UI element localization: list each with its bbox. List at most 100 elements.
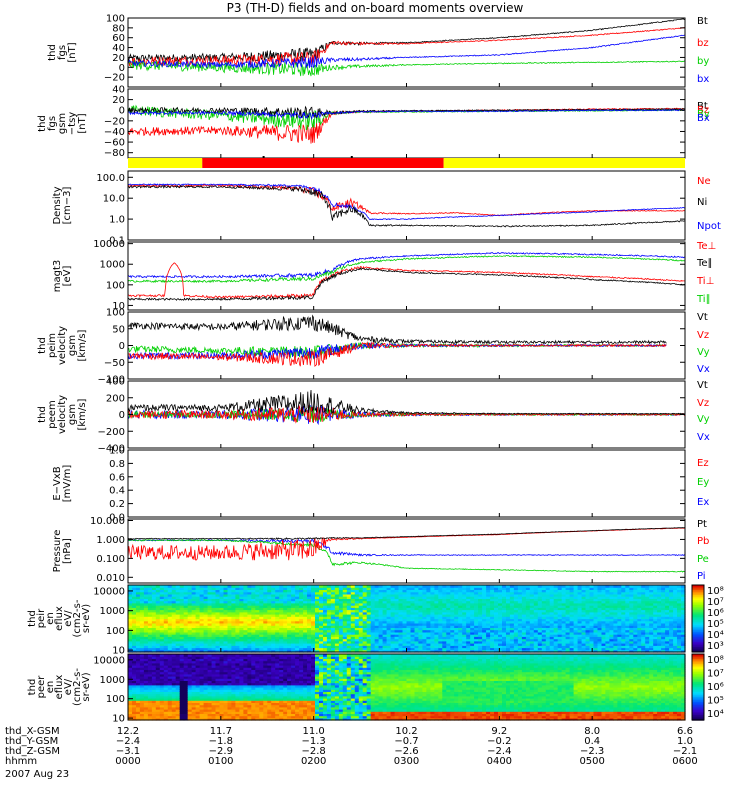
spectrogram-cell bbox=[159, 636, 165, 640]
spectrogram-cell bbox=[422, 609, 427, 613]
spectrogram-cell bbox=[167, 715, 173, 719]
spectrogram-cell bbox=[649, 627, 654, 631]
spectrogram-cell bbox=[494, 600, 499, 604]
spectrogram-cell bbox=[426, 620, 431, 624]
spectrogram-cell bbox=[430, 643, 435, 646]
spectrogram-cell bbox=[517, 600, 523, 604]
spectrogram-cell bbox=[163, 625, 169, 628]
spectrogram-cell bbox=[128, 702, 133, 706]
spectrogram-cell bbox=[239, 611, 244, 615]
spectrogram-cell bbox=[454, 611, 459, 615]
spectrogram-cell bbox=[442, 591, 447, 595]
spectrogram-cell bbox=[641, 625, 646, 628]
series-Ti∥ bbox=[127, 255, 685, 284]
spectrogram-cell bbox=[251, 645, 256, 649]
spectrogram-cell bbox=[263, 598, 268, 602]
spectrogram-cell bbox=[677, 634, 682, 637]
spectrogram-cell bbox=[370, 623, 376, 626]
spectrogram-cell bbox=[545, 605, 551, 608]
spectrogram-cell bbox=[366, 623, 372, 626]
spectrogram-cell bbox=[203, 636, 209, 640]
spectrogram-cell bbox=[394, 600, 400, 604]
spectrogram-cell bbox=[259, 629, 264, 633]
spectrogram-cell bbox=[478, 616, 483, 620]
spectrogram-cell bbox=[617, 598, 622, 602]
spectrogram-cell bbox=[151, 649, 157, 653]
spectrogram-cell bbox=[263, 591, 268, 595]
spectrogram-cell bbox=[677, 627, 682, 631]
legend-Bz: Bz bbox=[697, 105, 709, 116]
spectrogram-cell bbox=[561, 623, 567, 626]
spectrogram-cell bbox=[410, 649, 416, 653]
spectrogram-cell bbox=[506, 609, 511, 613]
spectrogram-cell bbox=[653, 634, 658, 637]
spectrogram-cell bbox=[163, 713, 169, 717]
spectrogram-cell bbox=[529, 616, 535, 620]
ytick-label: 10 bbox=[112, 301, 125, 312]
spectrogram-cell bbox=[581, 629, 587, 633]
spectrogram-cell bbox=[155, 614, 161, 617]
spectrogram-cell bbox=[255, 585, 260, 588]
spectrogram-cell bbox=[267, 614, 272, 617]
spectrogram-cell bbox=[163, 593, 169, 597]
spectrogram-cell bbox=[657, 587, 662, 590]
spectrogram-cell bbox=[442, 587, 447, 590]
spectrogram-cell bbox=[561, 634, 567, 637]
spectrogram-cell bbox=[171, 693, 177, 697]
spectrogram-cell bbox=[601, 607, 607, 611]
spectrogram-cell bbox=[414, 589, 420, 593]
spectrogram-cell bbox=[235, 623, 240, 626]
spectrogram-cell bbox=[386, 589, 392, 593]
spectrogram-cell bbox=[163, 609, 169, 613]
spectrogram-cell bbox=[255, 640, 260, 644]
spectrogram-cell bbox=[171, 587, 177, 590]
spectrogram-cell bbox=[195, 593, 201, 597]
spectrogram-cell bbox=[474, 611, 479, 615]
spectrogram-cell bbox=[319, 638, 324, 642]
spectrogram-cell bbox=[263, 596, 268, 599]
spectrogram-cell bbox=[159, 614, 165, 617]
spectrogram-cell bbox=[382, 614, 388, 617]
spectrogram-cell bbox=[537, 631, 543, 635]
spectrogram-cell bbox=[561, 636, 567, 640]
colorbar-label: 10⁸ bbox=[707, 586, 724, 597]
spectrogram-cell bbox=[442, 607, 447, 611]
spectrogram-cell bbox=[155, 684, 161, 688]
spectrogram-cell bbox=[569, 591, 575, 595]
spectrogram-cell bbox=[291, 627, 296, 631]
spectrogram-cell bbox=[529, 625, 535, 628]
spectrogram-cell bbox=[625, 623, 630, 626]
spectrogram-cell bbox=[128, 682, 133, 686]
spectrogram-cell bbox=[410, 638, 416, 642]
spectrogram-cell bbox=[155, 667, 161, 670]
spectrogram-cell bbox=[147, 676, 153, 679]
spectrogram-cell bbox=[537, 649, 543, 653]
spectrogram-cell bbox=[163, 684, 169, 688]
spectrogram-cell bbox=[633, 618, 638, 622]
spectrogram-cell bbox=[167, 658, 173, 662]
spectrogram-cell bbox=[509, 593, 515, 597]
spectrogram-cell bbox=[378, 596, 384, 599]
spectrogram-cell bbox=[402, 607, 408, 611]
spectrogram-cell bbox=[203, 645, 209, 649]
spectrogram-cell bbox=[167, 680, 173, 684]
spectrogram-cell bbox=[128, 614, 133, 617]
spectrogram-cell bbox=[326, 605, 332, 608]
spectrogram-cell bbox=[549, 611, 555, 615]
spectrogram-cell bbox=[370, 585, 376, 588]
spectrogram-cell bbox=[243, 585, 248, 588]
spectrogram-cell bbox=[665, 634, 670, 637]
spectrogram-cell bbox=[334, 591, 340, 595]
spectrogram-cell bbox=[247, 634, 252, 637]
spectrogram-cell bbox=[665, 625, 670, 628]
spectrogram-cell bbox=[195, 587, 201, 590]
spectrogram-cell bbox=[378, 629, 384, 633]
spectrogram-cell bbox=[151, 593, 157, 597]
spectrogram-cell bbox=[466, 614, 471, 617]
spectrogram-cell bbox=[227, 589, 233, 593]
spectrogram-cell bbox=[470, 647, 475, 651]
spectrogram-cell bbox=[414, 636, 420, 640]
spectrogram-cell bbox=[187, 625, 193, 628]
spectrogram-cell bbox=[183, 607, 189, 611]
